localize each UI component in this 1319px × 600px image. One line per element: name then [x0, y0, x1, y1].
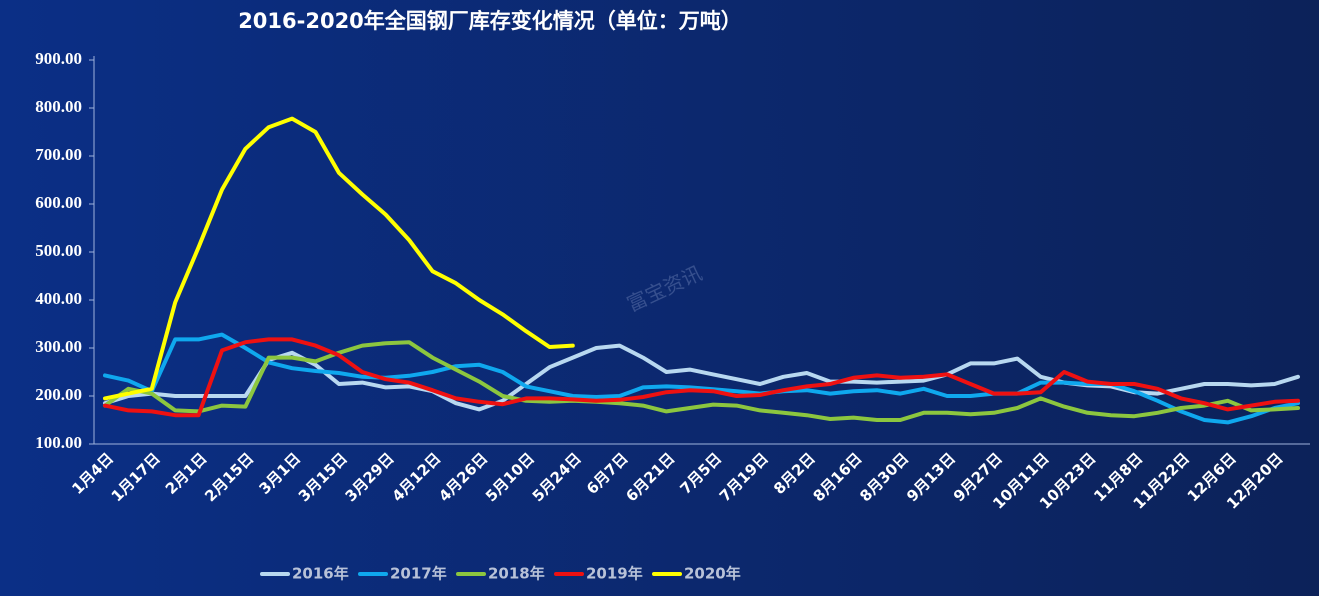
y-tick-label: 700.00	[35, 145, 82, 164]
y-tick-label: 400.00	[35, 289, 82, 308]
y-tick-label: 800.00	[35, 97, 82, 116]
y-tick-label: 100.00	[35, 433, 82, 452]
series-line	[103, 116, 575, 401]
legend-label: 2020年	[684, 565, 741, 583]
y-tick-label: 900.00	[35, 49, 82, 68]
legend-label: 2018年	[488, 565, 545, 583]
y-tick-label: 600.00	[35, 193, 82, 212]
y-tick-label: 300.00	[35, 337, 82, 356]
y-tick-label: 200.00	[35, 385, 82, 404]
series-line	[103, 340, 1300, 422]
y-tick-label: 500.00	[35, 241, 82, 260]
series-line	[103, 337, 1300, 418]
chart-title: 2016-2020年全国钢厂库存变化情况（单位：万吨）	[238, 9, 742, 33]
legend-label: 2017年	[390, 565, 447, 583]
legend-label: 2019年	[586, 565, 643, 583]
legend-label: 2016年	[292, 565, 349, 583]
